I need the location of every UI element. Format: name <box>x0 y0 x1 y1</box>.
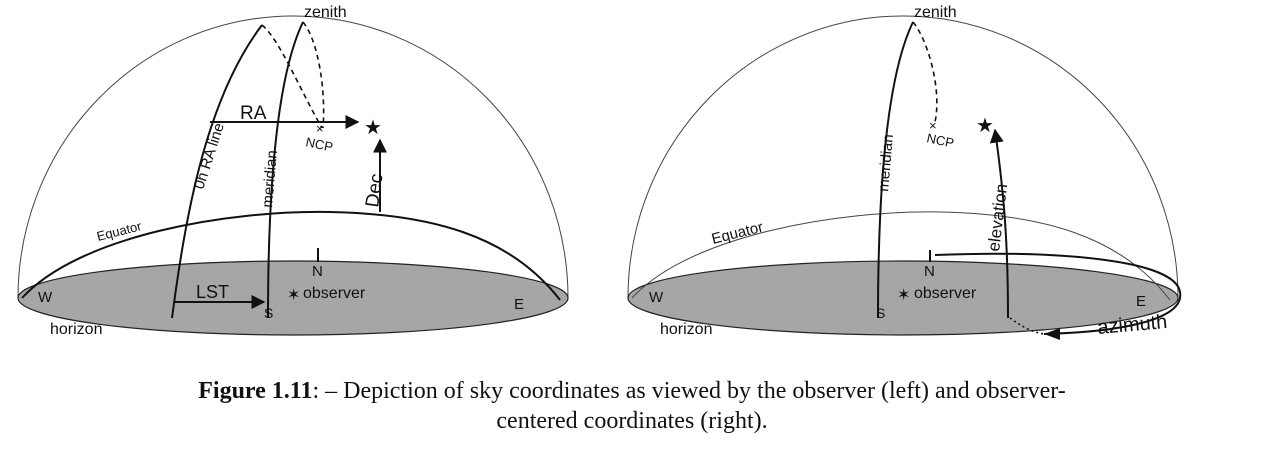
figure-caption: Figure 1.11: – Depiction of sky coordina… <box>0 376 1264 436</box>
right-east-label: E <box>1136 293 1146 310</box>
left-ncp-label: NCP <box>304 134 334 154</box>
left-north-label: N <box>312 263 323 280</box>
right-ncp-label: NCP <box>925 130 955 150</box>
right-sky-diagram: ★ × ✶ zenith meridian NCP elevation Equa… <box>627 4 1182 340</box>
caption-text: : – Depiction of sky coordinates as view… <box>312 378 1066 404</box>
right-celestial-dome <box>627 15 1179 299</box>
right-west-label: W <box>649 289 664 306</box>
caption-line-1: Figure 1.11: – Depiction of sky coordina… <box>0 376 1264 406</box>
right-north-label: N <box>924 263 935 280</box>
left-equator-line <box>21 210 561 301</box>
left-lst-label: LST <box>196 282 229 302</box>
right-meridian-line <box>877 21 914 319</box>
left-zenith-label: zenith <box>304 4 347 21</box>
caption-line-2: centered coordinates (right). <box>496 408 768 434</box>
right-horizon-plane <box>627 260 1179 336</box>
right-south-label: S <box>876 305 885 321</box>
left-ra-zero-line <box>171 24 263 319</box>
left-west-label: W <box>38 289 53 306</box>
left-south-label: S <box>264 305 273 321</box>
left-equator-label: Equator <box>95 218 143 244</box>
right-elevation-arrow <box>989 128 1009 319</box>
right-azimuth-arc <box>934 252 1182 335</box>
left-star-icon: ★ <box>364 117 382 139</box>
right-horizon-label: horizon <box>660 321 712 338</box>
left-meridian-label: meridian <box>259 150 281 209</box>
left-telescope-icon: ✶ <box>287 287 300 304</box>
right-azimuth-label: azimuth <box>1097 311 1169 339</box>
left-dashed-arc-2 <box>302 21 325 129</box>
left-ra-label: RA <box>240 103 267 124</box>
right-dashed-arc <box>912 21 938 123</box>
right-zenith-label: zenith <box>914 4 957 21</box>
right-azimuth-arrow-head <box>1044 328 1060 340</box>
left-celestial-dome <box>17 15 569 299</box>
left-sky-diagram: ★ × ✶ zenith 0h RA line meridian RA NCP … <box>17 4 569 338</box>
right-equator-line <box>631 211 1171 301</box>
right-ncp-cross-icon: × <box>929 118 937 133</box>
left-ncp-cross-icon: × <box>316 121 324 136</box>
right-observer-label: observer <box>914 285 977 302</box>
left-east-label: E <box>514 296 524 313</box>
caption-figure-label: Figure 1.11 <box>198 378 313 404</box>
left-horizon-label: horizon <box>50 321 102 338</box>
right-equator-label: Equator <box>710 219 765 248</box>
right-telescope-icon: ✶ <box>897 287 910 304</box>
right-star-icon: ★ <box>976 115 994 137</box>
left-observer-label: observer <box>303 285 366 302</box>
left-ra-line-label: 0h RA line <box>191 121 228 191</box>
right-meridian-label: meridian <box>875 134 897 193</box>
left-dec-label: Dec <box>362 172 387 208</box>
left-meridian-line <box>267 21 304 319</box>
left-horizon-plane <box>17 260 569 336</box>
